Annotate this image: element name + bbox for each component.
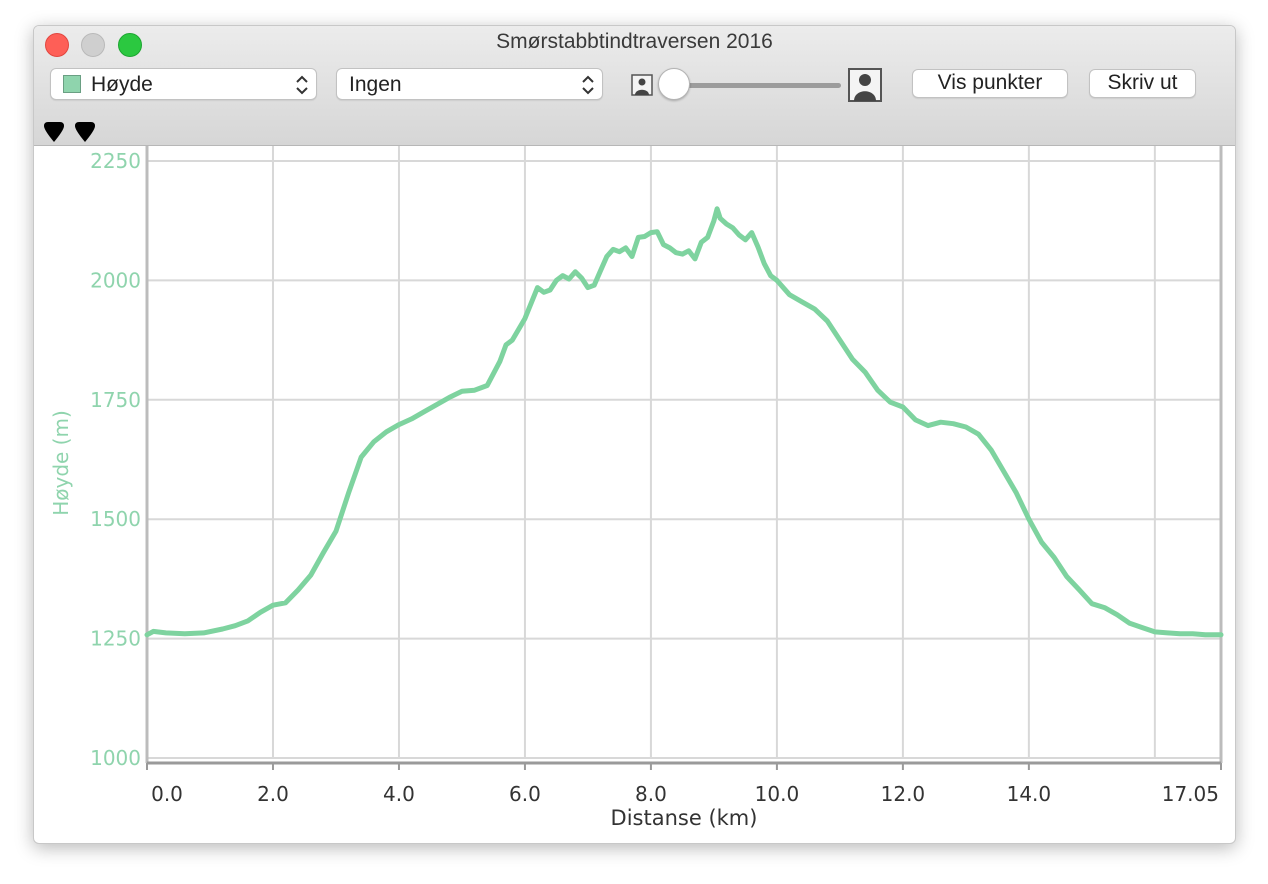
metric-select-value: Høyde (91, 73, 153, 97)
window-title: Smørstabbtindtraversen 2016 (34, 30, 1235, 54)
marker-icons (42, 122, 102, 146)
elevation-chart[interactable]: 1000 1250 1500 1750 2000 2250 0.0 2.0 4.0 6.0 8.0… (34, 146, 1235, 843)
zoom-out-person-icon (631, 74, 653, 96)
x-tick-label: 12.0 (881, 782, 926, 806)
app-window: Smørstabbtindtraversen 2016 Høyde Ingen (33, 25, 1236, 844)
y-tick-label: 1500 (90, 507, 141, 531)
x-tick-label: 10.0 (755, 782, 800, 806)
marker-pin-icon[interactable] (75, 122, 95, 142)
x-tick-label: 14.0 (1007, 782, 1052, 806)
x-tick-label: 8.0 (635, 782, 667, 806)
x-tick-label: 0.0 (151, 782, 183, 806)
chart-grid (147, 146, 1221, 758)
x-tick-label: 2.0 (257, 782, 289, 806)
y-tick-label: 2000 (90, 268, 141, 292)
x-tick-labels: 0.0 2.0 4.0 6.0 8.0 10.0 12.0 14.0 17.05 (147, 763, 1221, 806)
show-points-button[interactable]: Vis punkter (912, 69, 1068, 98)
y-tick-label: 1000 (90, 746, 141, 770)
y-tick-label: 2250 (90, 149, 141, 173)
y-tick-labels: 1000 1250 1500 1750 2000 2250 (90, 149, 141, 770)
metric-select[interactable]: Høyde (50, 68, 317, 100)
updown-arrows-icon (580, 73, 596, 97)
elevation-series-line[interactable] (147, 209, 1221, 635)
zoom-slider-track[interactable] (674, 83, 841, 88)
secondary-select-value: Ingen (349, 73, 402, 97)
x-tick-label: 4.0 (383, 782, 415, 806)
y-tick-label: 1750 (90, 388, 141, 412)
x-axis-label: Distanse (km) (611, 806, 758, 830)
zoom-in-person-icon (848, 68, 882, 102)
marker-pin-icon[interactable] (44, 122, 64, 142)
x-tick-label: 17.05 (1162, 782, 1219, 806)
updown-arrows-icon (294, 73, 310, 97)
secondary-select[interactable]: Ingen (336, 68, 603, 100)
print-button[interactable]: Skriv ut (1089, 69, 1196, 98)
y-tick-label: 1250 (90, 627, 141, 651)
zoom-slider-knob[interactable] (658, 68, 690, 100)
x-tick-label: 6.0 (509, 782, 541, 806)
series-color-swatch (63, 75, 81, 93)
toolbar: Smørstabbtindtraversen 2016 Høyde Ingen (34, 26, 1235, 146)
marker-strip (42, 122, 102, 146)
chart-axes (147, 146, 1221, 763)
y-axis-label: Høyde (m) (49, 410, 73, 516)
